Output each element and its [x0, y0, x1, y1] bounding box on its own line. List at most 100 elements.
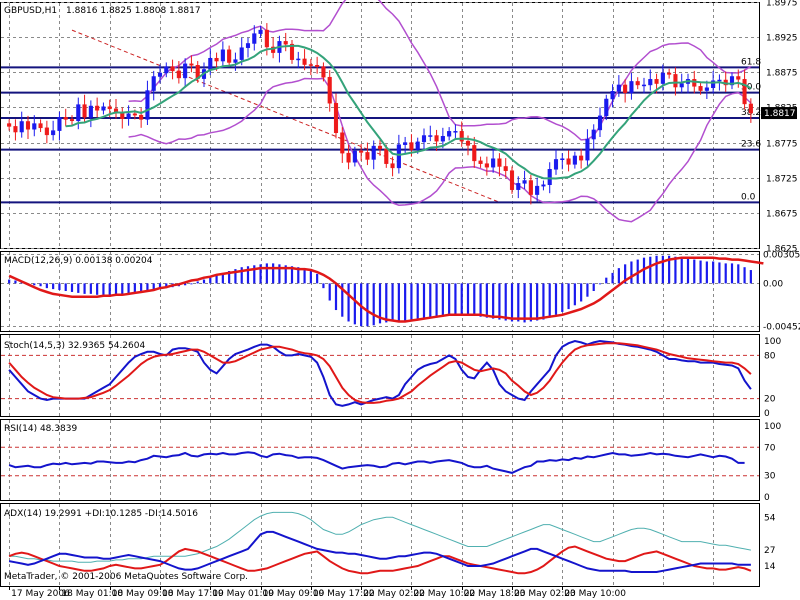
- candle-body: [528, 180, 533, 195]
- candle-body: [692, 79, 697, 87]
- time-tick-label: 17 May 2006: [11, 589, 70, 599]
- price-tick-label: 1.8775: [766, 140, 798, 150]
- time-tick-label: 19 May 17:00: [313, 589, 375, 599]
- candle-body: [315, 65, 320, 67]
- candle-body: [333, 102, 339, 133]
- candle-body: [346, 152, 351, 163]
- candle-body: [673, 74, 678, 88]
- rsi-tick-label: 0: [764, 493, 770, 503]
- candle-body: [44, 127, 49, 136]
- candle-body: [635, 81, 640, 86]
- candle-body: [32, 123, 37, 130]
- candle-body: [132, 113, 137, 116]
- candle-body: [88, 105, 93, 118]
- candle-body: [245, 43, 251, 48]
- candle-body: [572, 155, 577, 165]
- symbol-label: GBPUSD,H1: [4, 6, 57, 16]
- candle-body: [585, 138, 590, 161]
- candle-body: [365, 152, 370, 160]
- adx-pane[interactable]: [8, 511, 752, 575]
- candle-body: [711, 80, 716, 88]
- candle-body: [440, 135, 445, 142]
- candle-body: [522, 180, 527, 184]
- candle-body: [648, 79, 653, 86]
- current-price-box: [761, 107, 797, 120]
- candle-body: [484, 163, 489, 168]
- candle-body: [340, 132, 345, 154]
- candle-body: [428, 135, 433, 137]
- adx-tick-label: 54: [764, 513, 776, 523]
- current-price-label: 1.8817: [764, 109, 796, 119]
- adx-title: ADX(14) 19.2991 +DI:10.1285 -DI:14.5016: [4, 509, 198, 519]
- rsi-title: RSI(14) 48.3839: [4, 424, 77, 434]
- price-pane[interactable]: 61.850.038.223.60.0: [1, 0, 761, 223]
- time-tick-label: 19 May 01:00: [212, 589, 274, 599]
- pane-backgrounds: [0, 2, 760, 587]
- candle-body: [183, 63, 188, 79]
- candle-body: [623, 84, 628, 93]
- candle-body: [151, 76, 156, 91]
- candle-body: [516, 183, 521, 190]
- candle-body: [51, 130, 56, 136]
- macd-title: MACD(12,26,9) 0.00138 0.00204: [4, 256, 153, 266]
- candle-body: [541, 184, 546, 187]
- candle-body: [667, 72, 672, 75]
- time-tick-label: 19 May 09:00: [263, 589, 325, 599]
- stochastic-pane[interactable]: [1, 339, 759, 407]
- candle-body: [7, 123, 12, 127]
- stoch-signal-line: [8, 342, 752, 404]
- candle-body: [478, 160, 483, 164]
- candle-body: [717, 79, 722, 82]
- fib-level-label: 0.0: [741, 192, 756, 202]
- candle-body: [497, 158, 502, 167]
- candle-body: [25, 121, 31, 130]
- candle-body: [145, 90, 150, 120]
- candle-body: [69, 119, 75, 122]
- candle-body: [390, 163, 395, 169]
- candle-body: [208, 57, 213, 70]
- candle-body: [704, 87, 709, 91]
- candle-body: [233, 59, 238, 63]
- candle-body: [579, 155, 584, 161]
- macd-tick-label: -0.00452: [763, 322, 800, 332]
- candle-body: [38, 123, 43, 129]
- ohlc-label: 1.8816 1.8825 1.8808 1.8817: [66, 6, 201, 16]
- stoch-tick-label: 20: [764, 395, 776, 405]
- candle-body: [547, 169, 552, 185]
- pane-frame-rsi: [0, 419, 760, 501]
- candle-body: [491, 158, 496, 168]
- candle-body: [616, 84, 621, 92]
- candle-body: [283, 41, 288, 45]
- candle-body: [19, 121, 24, 133]
- adx-main-line: [9, 511, 751, 563]
- stoch-title: Stoch(14,5,3) 32.9365 54.2604: [4, 341, 145, 351]
- macd-tick-label: 0.00: [763, 279, 783, 289]
- time-tick-label: 23 May 10:00: [564, 589, 626, 599]
- candle-body: [503, 166, 508, 171]
- candle-body: [296, 58, 301, 61]
- candle-body: [101, 106, 106, 111]
- candle-body: [164, 66, 169, 74]
- pane-frame-main: [0, 2, 760, 249]
- macd-tick-label: 0.00305: [763, 250, 800, 260]
- macd-pane[interactable]: [8, 255, 764, 327]
- stoch-tick-label: 80: [764, 351, 776, 361]
- candle-body: [220, 49, 225, 62]
- candle-body: [566, 158, 571, 165]
- rsi-pane[interactable]: [1, 446, 759, 477]
- candle-body: [591, 129, 596, 140]
- candle-body: [629, 81, 634, 93]
- stoch-tick-label: 0: [764, 409, 770, 419]
- candle-body: [139, 114, 144, 120]
- adx-tick-label: 27: [764, 546, 775, 556]
- candle-body: [421, 135, 427, 143]
- candle-body: [604, 98, 609, 117]
- candle-body: [465, 140, 471, 146]
- price-tick-label: 1.8875: [766, 69, 798, 79]
- candle-body: [252, 33, 257, 44]
- candle-body: [289, 43, 295, 60]
- candle-body: [82, 104, 87, 118]
- candle-body: [327, 76, 332, 104]
